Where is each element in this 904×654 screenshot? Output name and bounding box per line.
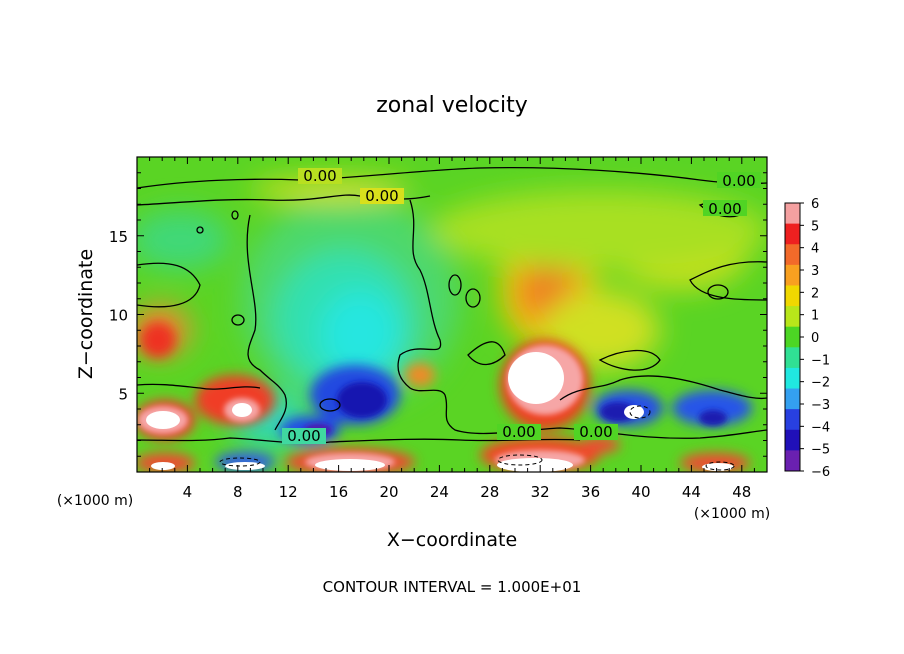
colorbar: 6 5 4 3 2 1 0 −1 −2 −3 −4 −5 −6 [784,197,830,480]
heatmap-field: 0.00 0.00 0.00 0.00 0.00 0.00 0.00 [137,157,767,472]
colorbar-swatch [785,264,800,286]
colorbar-swatch [785,367,800,390]
colorbar-label: 6 [811,197,819,212]
colorbar-swatch [785,285,800,307]
contour-label-group: 0.00 0.00 0.00 0.00 0.00 0.00 0.00 [282,167,761,445]
contour-label: 0.00 [287,427,320,445]
x-unit-note-right: (×1000 m) [694,506,770,522]
x-tick-label: 4 [183,483,193,501]
x-tick-label: 20 [379,483,398,501]
colorbar-swatch [785,388,800,410]
x-tick-label: 48 [732,483,751,501]
colorbar-swatch [785,450,800,472]
colorbar-label: −3 [811,398,830,413]
y-tick-label: 15 [109,228,128,246]
contour-label: 0.00 [708,200,741,218]
y-axis: 5 10 15 [109,172,767,457]
contour-label: 0.00 [722,172,755,190]
negative-contours [219,405,735,471]
colorbar-label: 4 [811,242,819,257]
colorbar-swatch [785,244,800,266]
colorbar-swatch [785,429,800,451]
colorbar-label: −1 [811,353,830,368]
x-tick-label: 28 [480,483,499,501]
colorbar-label: 0 [811,331,819,346]
x-tick-label: 32 [531,483,550,501]
x-tick-label: 16 [329,483,348,501]
contour-label: 0.00 [502,423,535,441]
colorbar-swatch [785,347,800,369]
colorbar-label: −2 [811,376,830,391]
colorbar-label: −4 [811,420,830,435]
x-tick-label: 24 [430,483,449,501]
x-tick-label: 44 [682,483,701,501]
colorbar-swatch [785,409,800,431]
contour-label: 0.00 [303,167,336,185]
colorbar-swatch [785,203,800,225]
colorbar-label: 3 [811,264,819,279]
x-tick-label: 36 [581,483,600,501]
x-axis: 4 8 12 16 20 24 28 32 36 40 44 48 [149,157,755,501]
x-tick-label: 12 [279,483,298,501]
x-unit-note-left: (×1000 m) [57,493,133,509]
colorbar-swatch [785,326,800,348]
x-axis-label: X−coordinate [387,529,517,551]
colorbar-label: −5 [811,443,830,458]
colorbar-label: 5 [811,219,819,234]
y-tick-label: 5 [118,385,128,403]
colorbar-label: −6 [811,465,830,480]
colorbar-swatch [785,306,800,328]
contour-label: 0.00 [365,187,398,205]
x-tick-label: 40 [631,483,650,501]
contour-label: 0.00 [579,423,612,441]
chart-title: zonal velocity [376,93,528,118]
y-axis-label: Z−coordinate [75,249,97,379]
y-tick-label: 10 [109,307,128,325]
colorbar-label: 1 [811,309,819,324]
colorbar-label: 2 [811,286,819,301]
x-tick-label: 8 [233,483,243,501]
colorbar-swatch [785,223,800,245]
contour-interval-note: CONTOUR INTERVAL = 1.000E+01 [323,578,582,596]
